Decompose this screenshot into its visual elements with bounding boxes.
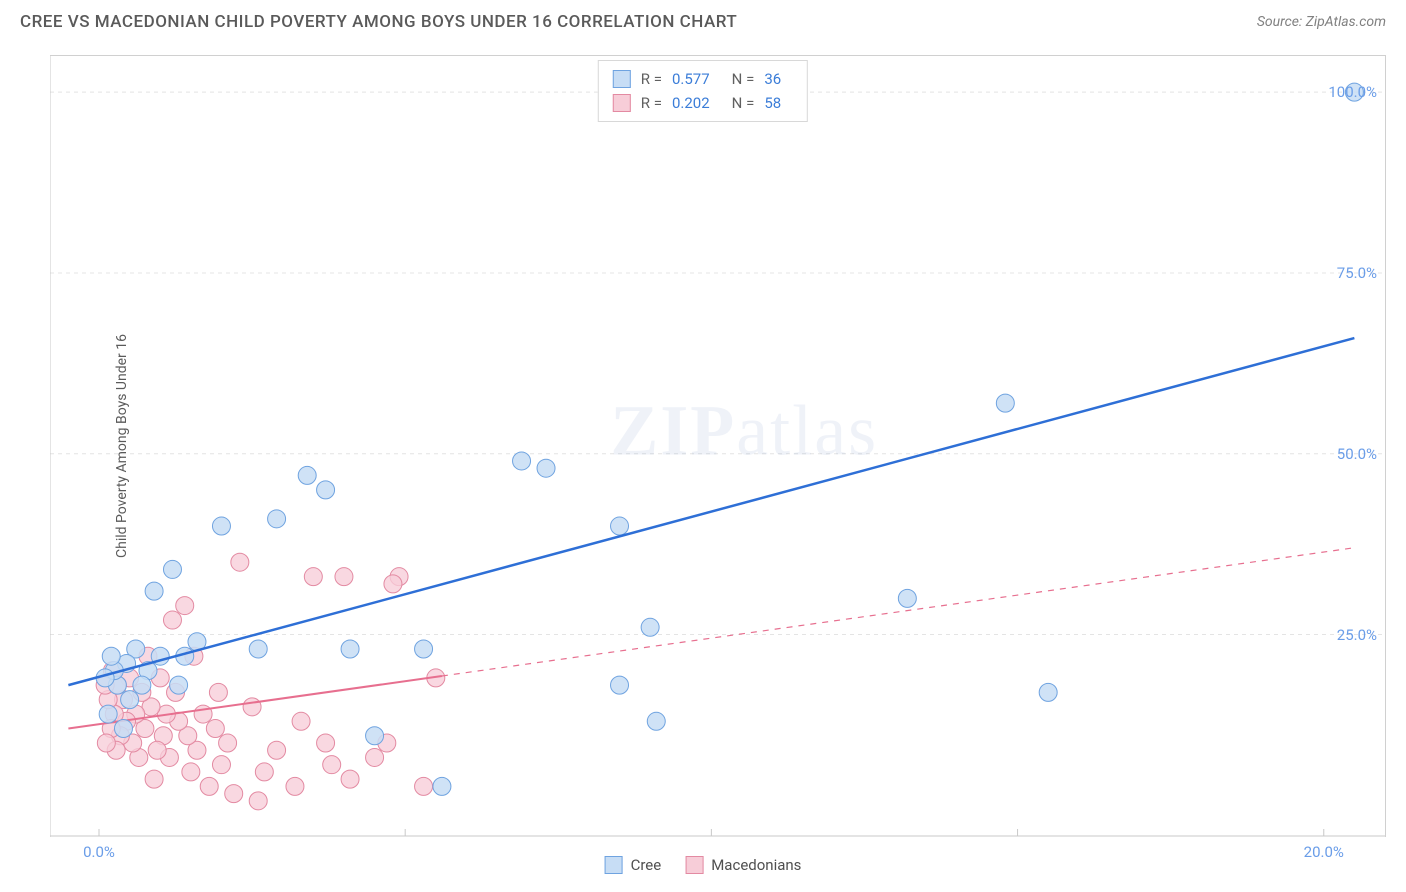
swatch-cree: [613, 70, 631, 88]
n-label: N =: [732, 91, 755, 115]
r-label: R =: [641, 67, 662, 91]
r-value-cree: 0.577: [672, 67, 710, 91]
correlation-row-macedonians: R = 0.202 N = 58: [613, 91, 793, 115]
x-tick-label: 0.0%: [83, 843, 115, 861]
y-tick-label: 50.0%: [1337, 445, 1377, 463]
chart-header: CREE VS MACEDONIAN CHILD POVERTY AMONG B…: [0, 0, 1406, 40]
n-value-macedonians: 58: [764, 91, 781, 115]
legend-label-macedonians: Macedonians: [711, 856, 801, 874]
r-label: R =: [641, 91, 662, 115]
correlation-row-cree: R = 0.577 N = 36: [613, 67, 793, 91]
y-tick-label: 75.0%: [1337, 264, 1377, 282]
scatter-plot-svg: [50, 56, 1385, 837]
swatch-cree: [605, 856, 623, 874]
series-legend: Cree Macedonians: [605, 856, 802, 874]
n-label: N =: [732, 67, 755, 91]
y-tick-label: 100.0%: [1328, 83, 1377, 101]
r-value-macedonians: 0.202: [672, 91, 710, 115]
swatch-macedonians: [613, 94, 631, 112]
chart-title: CREE VS MACEDONIAN CHILD POVERTY AMONG B…: [20, 12, 737, 32]
swatch-macedonians: [685, 856, 703, 874]
legend-item-cree: Cree: [605, 856, 662, 874]
legend-item-macedonians: Macedonians: [685, 856, 801, 874]
correlation-legend: R = 0.577 N = 36 R = 0.202 N = 58: [598, 60, 808, 122]
n-value-cree: 36: [764, 67, 781, 91]
source-prefix: Source:: [1257, 14, 1306, 30]
legend-label-cree: Cree: [631, 856, 662, 874]
x-tick-label: 20.0%: [1304, 843, 1344, 861]
source-name: ZipAtlas.com: [1306, 14, 1386, 30]
source-attribution: Source: ZipAtlas.com: [1257, 14, 1386, 30]
y-tick-label: 25.0%: [1337, 626, 1377, 644]
plot-area: ZIPatlas 25.0%50.0%75.0%100.0%0.0%20.0%: [50, 55, 1386, 837]
